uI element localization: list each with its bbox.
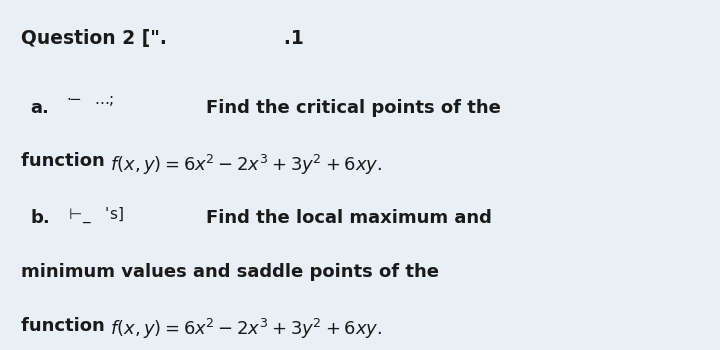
Text: function: function xyxy=(21,153,111,170)
Text: Find the local maximum and: Find the local maximum and xyxy=(206,209,492,227)
Text: a.: a. xyxy=(30,99,49,117)
Text: Find the critical points of the: Find the critical points of the xyxy=(206,99,500,117)
Text: $\vdash\!$_   's]: $\vdash\!$_ 's] xyxy=(66,205,124,225)
Text: function: function xyxy=(21,317,111,335)
Text: $f(x, y) = 6x^2 - 2x^3 + 3y^2 + 6xy.$: $f(x, y) = 6x^2 - 2x^3 + 3y^2 + 6xy.$ xyxy=(110,153,382,176)
Text: $f(x, y) = 6x^2 - 2x^3 + 3y^2 + 6xy.$: $f(x, y) = 6x^2 - 2x^3 + 3y^2 + 6xy.$ xyxy=(110,317,382,341)
Text: minimum values and saddle points of the: minimum values and saddle points of the xyxy=(21,263,438,281)
Text: $\cdot\!\!-$  ...;: $\cdot\!\!-$ ...; xyxy=(66,93,114,108)
Text: b.: b. xyxy=(30,209,50,227)
Text: Question 2 [".                  .1: Question 2 [". .1 xyxy=(21,29,304,48)
